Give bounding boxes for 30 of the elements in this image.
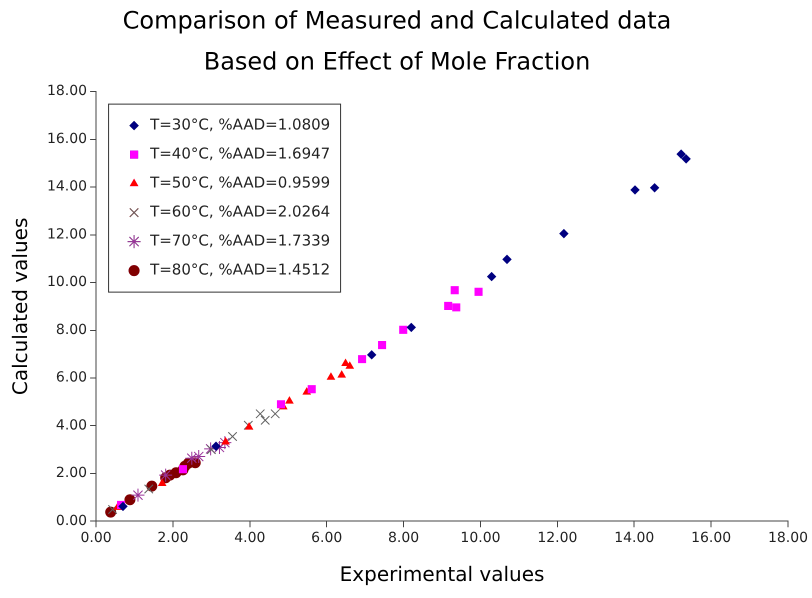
x-tick-label: 8.00 <box>388 530 420 546</box>
x-tick-label: 14.00 <box>614 530 654 546</box>
legend-label: T=70°C, %AAD=1.7339 <box>149 231 330 250</box>
x-tick-label: 6.00 <box>311 530 342 546</box>
legend-label: T=50°C, %AAD=0.9599 <box>149 173 330 192</box>
legend-label: T=60°C, %AAD=2.0264 <box>149 202 330 220</box>
y-tick-label: 4.00 <box>56 417 88 434</box>
chart-subtitle: Based on Effect of Mole Fraction <box>204 47 590 76</box>
y-tick-label: 8.00 <box>56 322 88 338</box>
y-tick-label: 18.00 <box>46 83 88 100</box>
legend-label: T=40°C, %AAD=1.6947 <box>149 144 330 162</box>
y-tick-label: 14.00 <box>46 178 88 195</box>
y-tick-label: 0.00 <box>56 512 88 529</box>
chart-title: Comparison of Measured and Calculated data <box>122 6 672 35</box>
x-tick-label: 4.00 <box>234 530 266 546</box>
y-tick-label: 12.00 <box>46 226 88 242</box>
legend-label: T=30°C, %AAD=1.0809 <box>149 115 330 134</box>
y-tick-label: 16.00 <box>46 130 88 147</box>
x-tick-label: 10.00 <box>460 530 501 546</box>
x-tick-label: 18.00 <box>768 530 808 546</box>
x-tick-label: 16.00 <box>691 530 732 546</box>
y-tick-label: 10.00 <box>46 274 88 290</box>
x-tick-label: 0.00 <box>80 530 112 546</box>
x-axis-title: Experimental values <box>340 562 544 586</box>
x-tick-label: 2.00 <box>157 530 189 546</box>
legend-label: T=80°C, %AAD=1.4512 <box>149 260 330 278</box>
y-tick-label: 6.00 <box>56 370 88 386</box>
y-axis-title: Calculated values <box>8 218 32 396</box>
x-tick-label: 12.00 <box>537 530 578 546</box>
y-tick-label: 2.00 <box>56 465 88 482</box>
